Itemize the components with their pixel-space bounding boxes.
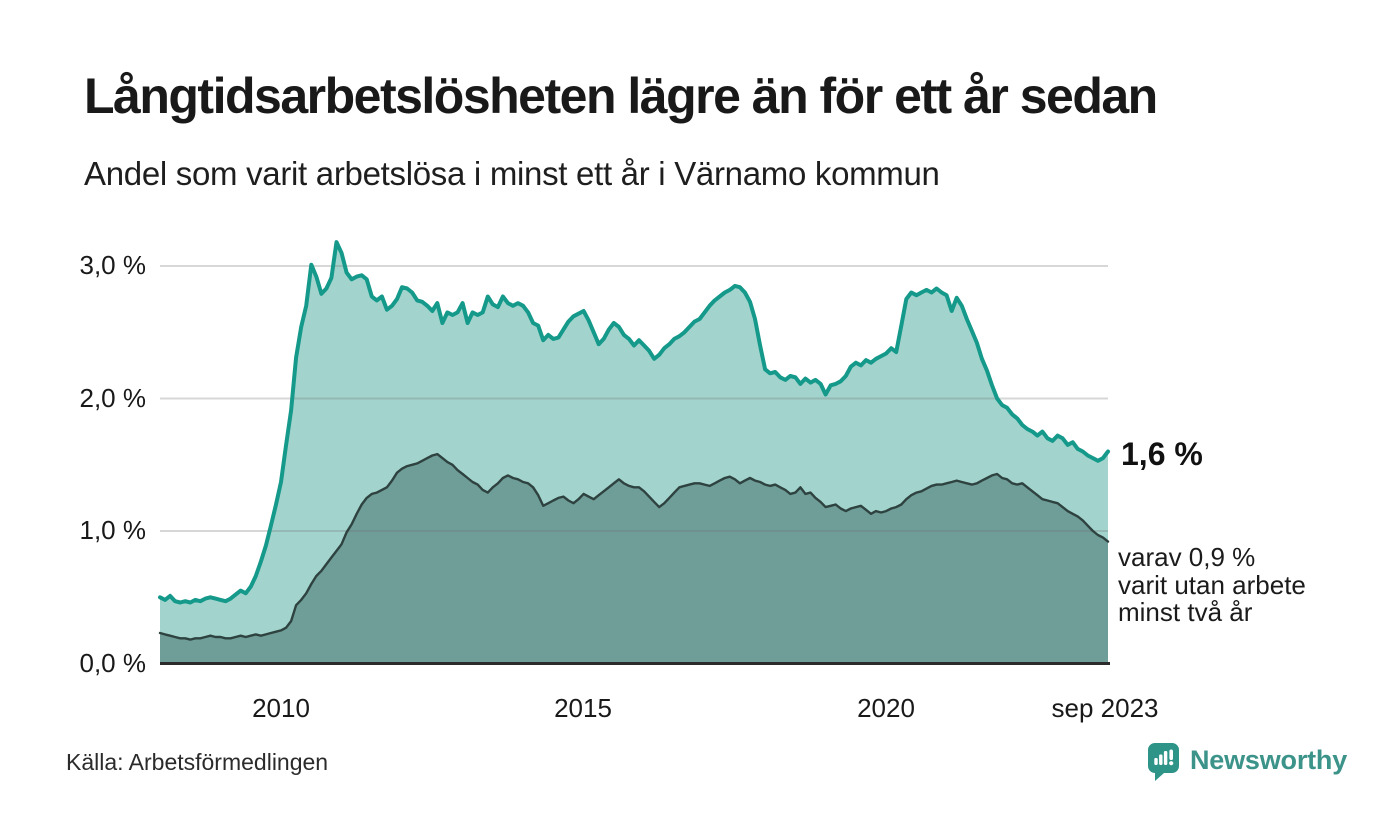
x-tick-sep2023: sep 2023 — [1051, 693, 1159, 723]
chart-title: Långtidsarbetslösheten lägre än för ett … — [84, 68, 1158, 124]
x-tick-2010: 2010 — [252, 693, 310, 723]
x-tick-2015: 2015 — [554, 693, 612, 723]
logo-bar-2 — [1159, 754, 1163, 765]
line-lower — [158, 452, 1110, 641]
secondary-annotation: varav 0,9 % varit utan arbete minst två … — [1118, 542, 1306, 627]
gridlines — [160, 265, 1108, 532]
newsworthy-logo-text: Newsworthy — [1190, 745, 1348, 775]
area-lower — [160, 454, 1108, 664]
end-value-label: 1,6 % — [1121, 436, 1203, 472]
x-tick-2020: 2020 — [857, 693, 915, 723]
secondary-annotation-line1: varav 0,9 % — [1118, 542, 1256, 572]
chart-subtitle: Andel som varit arbetslösa i minst ett å… — [84, 155, 940, 192]
line-upper — [158, 240, 1110, 605]
logo-exclamation-dot — [1169, 761, 1174, 766]
source-note: Källa: Arbetsförmedlingen — [66, 749, 329, 775]
secondary-annotation-line3: minst två år — [1118, 597, 1253, 627]
newsworthy-brand: Newsworthy — [1147, 742, 1347, 782]
y-tick-0: 0,0 % — [79, 648, 147, 678]
series-lines — [158, 240, 1110, 641]
logo-exclamation-stem — [1169, 749, 1173, 760]
y-tick-2: 2,0 % — [79, 383, 147, 413]
newsworthy-logo-icon — [1148, 743, 1179, 781]
y-tick-3: 3,0 % — [79, 250, 147, 280]
area-fills — [160, 242, 1108, 664]
secondary-annotation-line2: varit utan arbete — [1118, 569, 1306, 600]
logo-bar-1 — [1154, 758, 1158, 765]
logo-bar-3 — [1163, 751, 1168, 765]
y-tick-1: 1,0 % — [79, 515, 147, 545]
